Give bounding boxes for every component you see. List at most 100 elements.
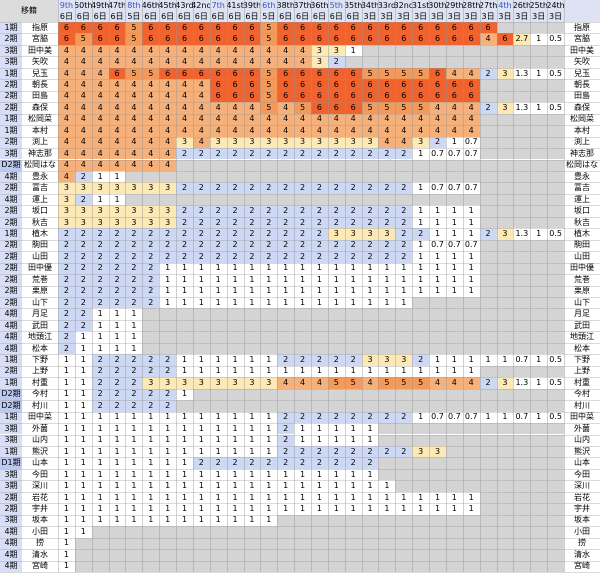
rank-cell: 2 <box>58 297 75 309</box>
rank-cell <box>277 560 295 572</box>
rank-cell <box>530 537 548 550</box>
rank-cell: 4 <box>91 44 109 57</box>
rank-cell: 2 <box>125 239 143 252</box>
rank-cell: 6 <box>378 79 396 91</box>
rank-cell <box>361 549 379 561</box>
rank-cell: 2 <box>142 239 160 252</box>
rank-cell: 5 <box>142 67 160 80</box>
grid-line-h <box>0 434 600 436</box>
grid-line-v <box>445 0 447 572</box>
rank-cell <box>547 262 564 275</box>
rank-cell <box>547 503 564 515</box>
rank-cell: 1 <box>479 354 497 366</box>
rank-cell: 2 <box>108 239 126 252</box>
rank-cell: 3 <box>243 136 261 149</box>
rank-cell <box>513 297 531 309</box>
rank-cell: 1 <box>209 354 227 366</box>
rank-cell: 4 <box>429 102 446 114</box>
rank-cell <box>547 549 564 561</box>
rank-cell <box>378 170 396 183</box>
header-count: 3日 <box>462 11 480 22</box>
member-tag: 2期 <box>0 102 22 114</box>
rank-cell: 4 <box>176 125 193 137</box>
rank-cell <box>378 526 396 538</box>
member-tag: 2期 <box>0 216 22 229</box>
rank-cell: 1 <box>209 262 227 275</box>
rank-cell <box>277 388 295 401</box>
rank-cell <box>412 537 430 550</box>
rank-cell: 1 <box>108 308 126 320</box>
rank-cell: 4 <box>58 170 75 183</box>
rank-cell <box>361 308 379 320</box>
rank-cell <box>496 262 514 275</box>
rank-cell <box>513 331 531 343</box>
rank-cell <box>530 285 548 297</box>
rank-cell: 2 <box>479 102 497 114</box>
rank-cell <box>327 549 345 561</box>
rank-cell <box>496 56 514 68</box>
rank-cell <box>159 549 177 561</box>
rank-cell <box>226 537 244 550</box>
rank-cell <box>344 342 362 355</box>
rank-cell: 2 <box>277 148 295 160</box>
rank-cell: 4 <box>74 67 92 80</box>
rank-cell: 1 <box>108 480 126 492</box>
rank-cell: 4 <box>125 79 143 91</box>
rank-cell: 6 <box>344 22 362 34</box>
rank-cell <box>496 423 514 435</box>
grid-line-h <box>0 491 600 493</box>
rank-cell <box>395 388 413 401</box>
grid-line-v <box>412 0 414 572</box>
rank-cell <box>547 148 564 160</box>
rank-cell: 1 <box>91 491 109 504</box>
rank-cell: 4 <box>142 90 160 103</box>
member-tag: 1期 <box>0 22 22 34</box>
member-tag: 2期 <box>0 239 22 252</box>
rank-cell: 0.5 <box>547 102 564 114</box>
rank-cell: 1 <box>142 514 160 527</box>
member-name: 村川 <box>22 400 58 412</box>
rank-cell: 1 <box>108 491 126 504</box>
member-name-right: 山下 <box>564 297 600 309</box>
rank-cell: 4 <box>176 79 193 91</box>
rank-cell <box>209 560 227 572</box>
rank-cell <box>530 182 548 194</box>
rank-cell: 1 <box>378 262 396 275</box>
rank-cell: 2 <box>479 377 497 389</box>
header-count: 3日 <box>361 11 379 22</box>
rank-cell: 2 <box>260 457 278 469</box>
rank-cell <box>496 216 514 229</box>
member-name-right: 神志那 <box>564 148 600 160</box>
rank-cell <box>462 159 480 171</box>
rank-cell <box>462 56 480 68</box>
header-count: 6日 <box>176 11 193 22</box>
rank-cell: 4 <box>58 44 75 57</box>
rank-cell: 4 <box>74 44 92 57</box>
rank-cell: 2 <box>142 388 160 401</box>
member-tag: 3期 <box>0 480 22 492</box>
rank-cell <box>378 400 396 412</box>
rank-cell: 1 <box>226 285 244 297</box>
rank-cell: 6 <box>412 22 430 34</box>
rank-cell: 2 <box>91 365 109 378</box>
rank-cell: 1 <box>142 423 160 435</box>
rank-cell <box>243 308 261 320</box>
rank-cell <box>462 331 480 343</box>
rank-cell: 3 <box>327 228 345 240</box>
rank-cell <box>395 56 413 68</box>
rank-cell: 1 <box>58 411 75 424</box>
rank-cell: 3 <box>176 136 193 149</box>
rank-cell: 1 <box>159 411 177 424</box>
rank-cell: 5 <box>260 90 278 103</box>
rank-cell: 6 <box>142 22 160 34</box>
rank-cell: 2 <box>74 251 92 263</box>
rank-cell: 1 <box>159 423 177 435</box>
rank-cell <box>496 193 514 206</box>
rank-cell: 2 <box>344 216 362 229</box>
rank-cell: 4 <box>192 102 210 114</box>
rank-cell <box>429 480 446 492</box>
rank-cell <box>496 491 514 504</box>
rank-cell <box>125 549 143 561</box>
rank-cell <box>277 537 295 550</box>
rank-cell <box>209 159 227 171</box>
